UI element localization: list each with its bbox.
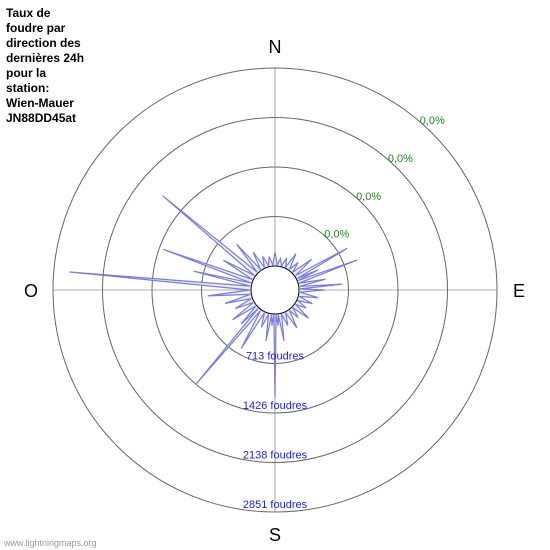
cardinal-s: S: [269, 525, 281, 545]
center-disk: [251, 266, 299, 314]
chart-title: Taux de foudre par direction des dernièr…: [6, 6, 84, 126]
cardinal-w: O: [24, 281, 38, 301]
cardinal-e: E: [513, 281, 525, 301]
ring-blue-3: 2851 foudres: [243, 499, 308, 511]
ring-green-2: 0,0%: [388, 153, 413, 165]
ring-green-1: 0,0%: [356, 191, 381, 203]
ring-blue-0: 713 foudres: [246, 351, 305, 363]
ring-green-3: 0,0%: [420, 115, 445, 127]
ring-green-0: 0,0%: [324, 229, 349, 241]
rose-polygon: [70, 196, 358, 398]
ring-blue-2: 2138 foudres: [243, 450, 308, 462]
cardinal-n: N: [269, 37, 282, 57]
ring-blue-1: 1426 foudres: [243, 400, 308, 412]
